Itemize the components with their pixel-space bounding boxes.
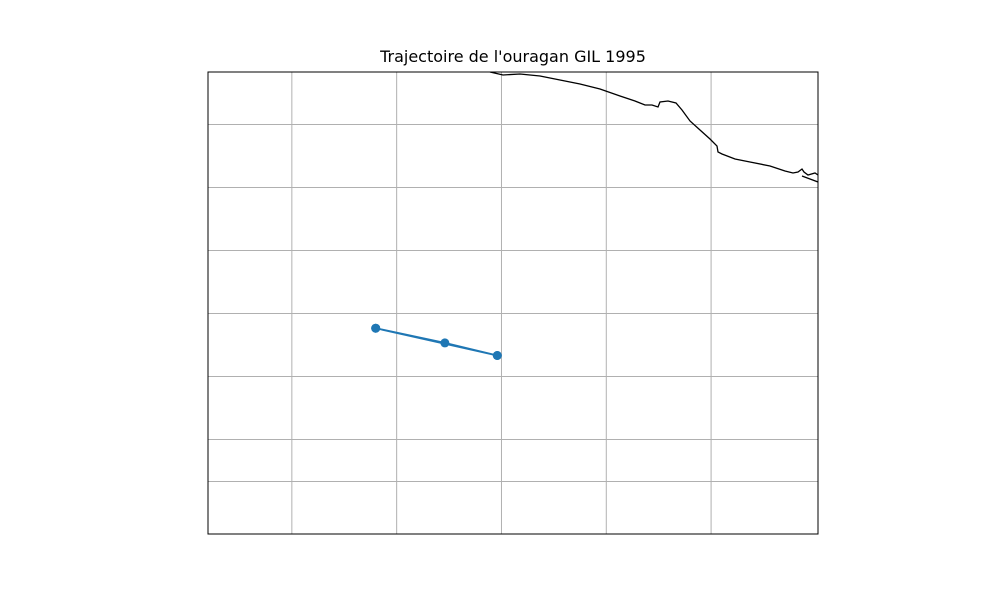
map-title: Trajectoire de l'ouragan GIL 1995 <box>380 47 646 66</box>
hurricane-track-line <box>374 327 499 357</box>
coastline <box>489 72 818 183</box>
gridlines <box>208 72 818 534</box>
track-point <box>440 338 450 348</box>
track-layer <box>371 323 502 360</box>
map-frame <box>207 71 819 535</box>
track-point <box>371 323 381 333</box>
track-point <box>492 351 502 360</box>
